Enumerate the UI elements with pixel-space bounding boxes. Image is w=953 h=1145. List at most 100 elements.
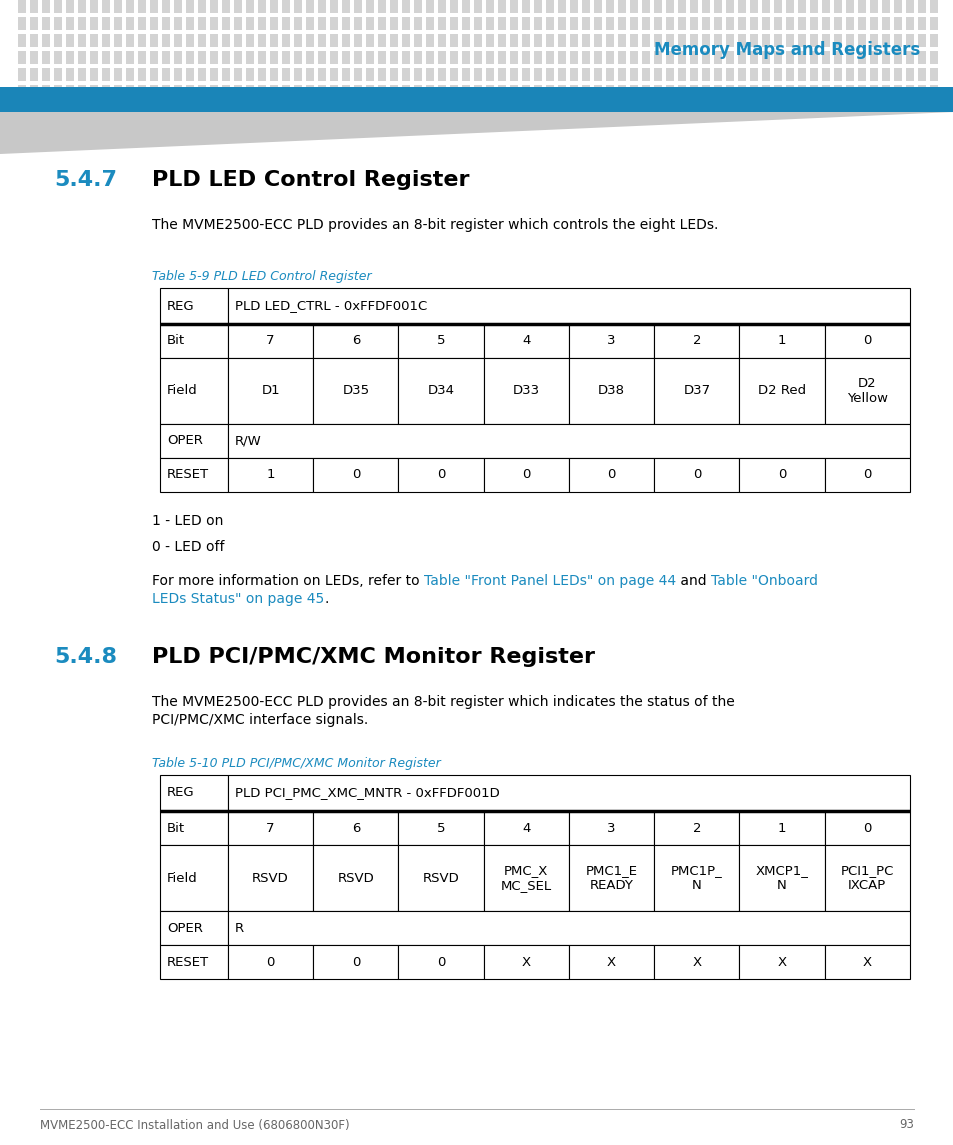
Text: For more information on LEDs, refer to: For more information on LEDs, refer to — [152, 574, 423, 589]
Bar — [306, 68, 314, 81]
Text: D33: D33 — [513, 385, 539, 397]
Bar — [366, 34, 374, 47]
Bar — [824, 811, 909, 845]
Bar — [461, 52, 470, 64]
Bar — [330, 85, 337, 98]
Bar — [233, 85, 242, 98]
Bar — [228, 845, 313, 911]
Bar — [882, 52, 889, 64]
Text: PMC_X
MC_SEL: PMC_X MC_SEL — [500, 864, 552, 892]
Bar — [173, 85, 182, 98]
Bar — [689, 68, 698, 81]
Bar — [929, 52, 937, 64]
Bar — [270, 85, 277, 98]
Bar — [483, 358, 568, 424]
Bar — [18, 0, 26, 13]
Bar — [222, 52, 230, 64]
Bar — [246, 34, 253, 47]
Bar — [390, 68, 397, 81]
Bar — [857, 34, 865, 47]
Bar — [42, 85, 50, 98]
Bar — [510, 17, 517, 30]
Text: 1: 1 — [266, 468, 274, 482]
Bar — [102, 17, 110, 30]
Bar — [126, 17, 133, 30]
Bar — [483, 458, 568, 492]
Bar — [186, 68, 193, 81]
Bar — [330, 17, 337, 30]
Bar — [569, 17, 578, 30]
Bar — [317, 68, 326, 81]
Bar — [294, 52, 302, 64]
Bar — [210, 34, 218, 47]
Bar — [678, 17, 685, 30]
Bar — [78, 52, 86, 64]
Bar — [186, 17, 193, 30]
Bar — [678, 52, 685, 64]
Bar — [437, 34, 446, 47]
Bar — [270, 52, 277, 64]
Bar — [54, 34, 62, 47]
Bar — [739, 845, 824, 911]
Bar — [641, 68, 649, 81]
Bar — [401, 68, 410, 81]
Bar — [568, 458, 654, 492]
Bar — [701, 52, 709, 64]
Bar — [521, 85, 530, 98]
Bar — [485, 52, 494, 64]
Bar — [618, 85, 625, 98]
Bar — [905, 52, 913, 64]
Bar — [483, 945, 568, 979]
Bar — [773, 34, 781, 47]
Bar — [294, 85, 302, 98]
Text: RESET: RESET — [167, 955, 209, 969]
Bar — [761, 52, 769, 64]
Bar — [534, 17, 541, 30]
Bar — [739, 458, 824, 492]
Bar — [689, 85, 698, 98]
Bar — [228, 358, 313, 424]
Bar — [654, 945, 739, 979]
Bar — [773, 0, 781, 13]
Bar — [162, 52, 170, 64]
Bar — [341, 52, 350, 64]
Bar — [160, 845, 228, 911]
Text: 1 - LED on: 1 - LED on — [152, 514, 223, 528]
Bar — [654, 0, 661, 13]
Text: 0: 0 — [436, 955, 445, 969]
Bar — [761, 0, 769, 13]
Bar — [461, 85, 470, 98]
Bar — [605, 85, 614, 98]
Bar — [581, 17, 589, 30]
Bar — [534, 34, 541, 47]
Bar — [474, 68, 481, 81]
Bar — [313, 845, 398, 911]
Bar — [222, 34, 230, 47]
Bar — [785, 68, 793, 81]
Bar — [398, 945, 483, 979]
Text: 3: 3 — [607, 821, 616, 835]
Bar — [18, 34, 26, 47]
Bar — [160, 811, 228, 845]
Text: and: and — [676, 574, 710, 589]
Text: X: X — [777, 955, 786, 969]
Bar — [150, 85, 158, 98]
Bar — [228, 458, 313, 492]
Bar — [186, 85, 193, 98]
Bar — [797, 68, 805, 81]
Bar — [629, 34, 638, 47]
Bar — [701, 85, 709, 98]
Bar — [246, 0, 253, 13]
Bar — [701, 34, 709, 47]
Bar — [437, 85, 446, 98]
Bar — [450, 0, 457, 13]
Bar — [869, 52, 877, 64]
Bar — [126, 52, 133, 64]
Bar — [665, 85, 673, 98]
Bar — [233, 0, 242, 13]
Bar — [713, 85, 721, 98]
Bar — [414, 0, 421, 13]
Bar — [222, 68, 230, 81]
Bar — [678, 85, 685, 98]
Bar — [654, 811, 739, 845]
